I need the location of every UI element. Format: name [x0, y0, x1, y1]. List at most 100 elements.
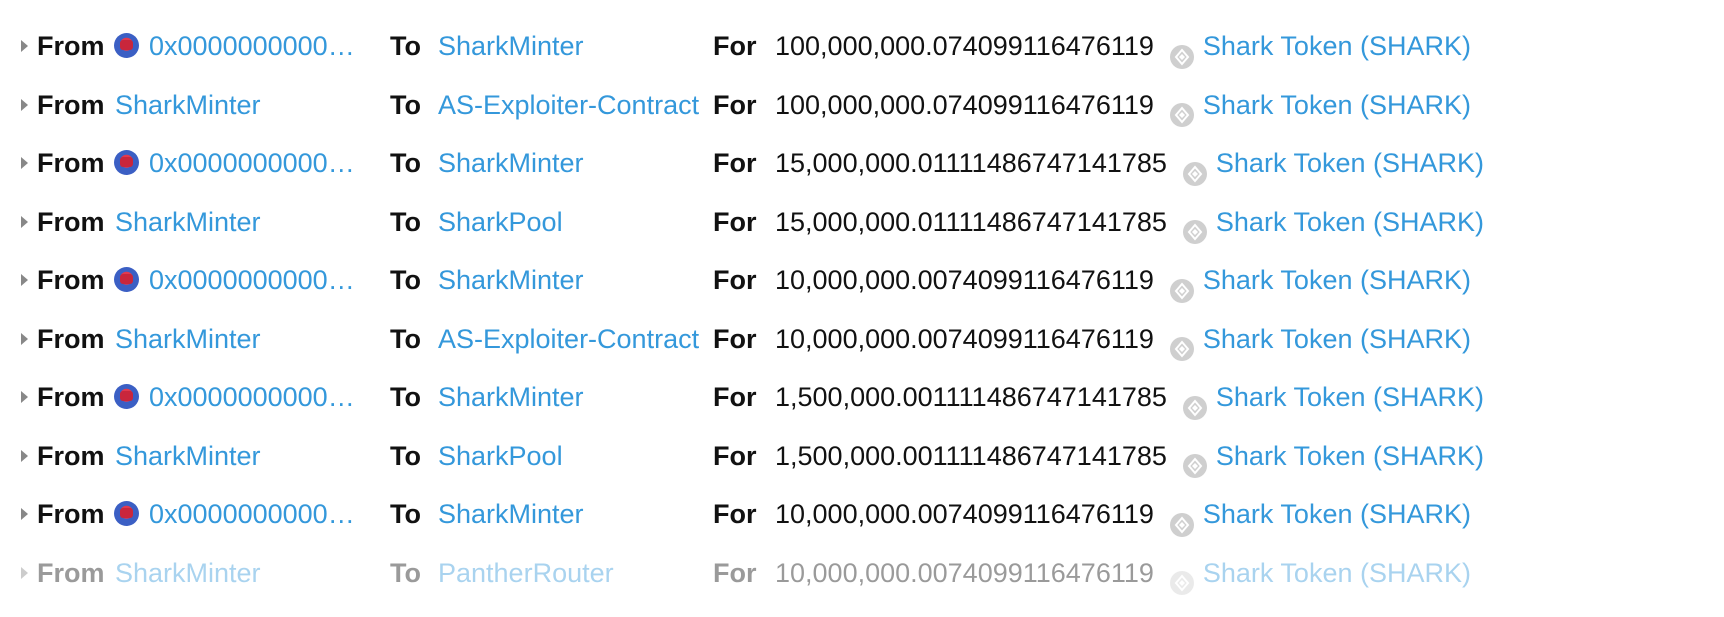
address-avatar-icon: [114, 500, 139, 526]
to-link[interactable]: SharkMinter: [438, 148, 584, 178]
address-avatar-icon: [114, 266, 139, 292]
from-label: From: [37, 148, 105, 178]
to-link[interactable]: AS-Exploiter-Contract: [438, 89, 700, 120]
transfer-amount: 100,000,000.074099116476119: [775, 89, 1154, 120]
expand-arrow-icon[interactable]: [20, 544, 34, 603]
expand-arrow-icon[interactable]: [20, 427, 34, 486]
to-link[interactable]: SharkMinter: [438, 31, 584, 61]
transfer-row: From 0x000000000000000000000000000000000…: [0, 251, 1724, 310]
to-label: To: [390, 440, 421, 471]
transfer-row: From SharkMinter To AS-Exploiter-Contrac…: [0, 310, 1724, 369]
transfer-amount: 100,000,000.074099116476119: [775, 31, 1154, 61]
token-link[interactable]: Shark Token (SHARK): [1215, 206, 1485, 237]
expand-arrow-icon[interactable]: [20, 134, 34, 193]
expand-arrow-icon[interactable]: [20, 251, 34, 310]
amount-cell: 10,000,000.0074099116476119 Shark Token (…: [775, 544, 1471, 603]
from-label: From: [37, 323, 105, 354]
for-label: For: [713, 382, 757, 412]
to-link[interactable]: AS-Exploiter-Contract: [438, 323, 700, 354]
to-label: To: [390, 382, 421, 412]
token-link[interactable]: Shark Token (SHARK): [1215, 148, 1485, 178]
to-label: To: [390, 499, 421, 529]
shark-token-icon: [1182, 383, 1208, 420]
expand-arrow-icon[interactable]: [20, 310, 34, 369]
transfer-amount: 1,500,000.001111486747141785: [775, 440, 1167, 471]
transfer-row: From SharkMinter To AS-Exploiter-Contrac…: [0, 76, 1724, 135]
amount-cell: 15,000,000.01111486747141785 Shark Token …: [775, 134, 1484, 193]
amount-cell: 1,500,000.001111486747141785 Shark Token …: [775, 368, 1484, 427]
from-link[interactable]: 0x00000000000000000000000000000000000000…: [114, 134, 368, 193]
for-label: For: [713, 499, 757, 529]
from-link[interactable]: 0x00000000000000000000000000000000000000…: [114, 485, 368, 544]
amount-cell: 100,000,000.074099116476119 Shark Token (…: [775, 17, 1471, 76]
for-label: For: [713, 148, 757, 178]
transfer-row: From 0x000000000000000000000000000000000…: [0, 485, 1724, 544]
transfer-row: From 0x000000000000000000000000000000000…: [0, 17, 1724, 76]
to-label: To: [390, 206, 421, 237]
to-link[interactable]: SharkMinter: [438, 265, 584, 295]
token-link[interactable]: Shark Token (SHARK): [1215, 440, 1485, 471]
transfer-amount: 10,000,000.0074099116476119: [775, 265, 1154, 295]
transfer-row: From 0x000000000000000000000000000000000…: [0, 368, 1724, 427]
shark-token-icon: [1169, 90, 1195, 128]
transfer-row: From SharkMinter To PantherRouter For 10…: [0, 544, 1724, 603]
transfer-row: From 0x000000000000000000000000000000000…: [0, 134, 1724, 193]
token-link[interactable]: Shark Token (SHARK): [1202, 323, 1471, 354]
from-link[interactable]: 0x00000000000000000000000000000000000000…: [114, 368, 368, 427]
from-label: From: [37, 382, 105, 412]
shark-token-icon: [1169, 266, 1195, 303]
token-link[interactable]: Shark Token (SHARK): [1202, 31, 1471, 61]
for-label: For: [713, 323, 757, 354]
to-link[interactable]: SharkPool: [438, 206, 563, 237]
token-link[interactable]: Shark Token (SHARK): [1215, 382, 1485, 412]
shark-token-icon: [1182, 149, 1208, 186]
amount-cell: 10,000,000.0074099116476119 Shark Token (…: [775, 310, 1471, 369]
from-link[interactable]: SharkMinter: [115, 323, 261, 354]
for-label: For: [713, 440, 757, 471]
expand-arrow-icon[interactable]: [20, 368, 34, 427]
shark-token-icon: [1169, 324, 1195, 362]
address-avatar-icon: [114, 383, 139, 409]
to-link[interactable]: SharkPool: [438, 440, 563, 471]
to-label: To: [390, 323, 421, 354]
to-link[interactable]: PantherRouter: [438, 557, 614, 588]
token-link[interactable]: Shark Token (SHARK): [1202, 499, 1471, 529]
from-label: From: [37, 265, 105, 295]
token-link[interactable]: Shark Token (SHARK): [1202, 89, 1471, 120]
from-label: From: [37, 499, 105, 529]
from-label: From: [37, 31, 105, 61]
transfer-amount: 15,000,000.01111486747141785: [775, 206, 1167, 237]
to-label: To: [390, 89, 421, 120]
expand-arrow-icon[interactable]: [20, 485, 34, 544]
from-label: From: [37, 440, 105, 471]
from-link[interactable]: 0x00000000000000000000000000000000000000…: [114, 251, 368, 310]
from-label: From: [37, 557, 105, 588]
expand-arrow-icon[interactable]: [20, 193, 34, 252]
transfer-amount: 10,000,000.0074099116476119: [775, 557, 1154, 588]
amount-cell: 10,000,000.0074099116476119 Shark Token (…: [775, 251, 1471, 310]
shark-token-icon: [1169, 32, 1195, 69]
from-link[interactable]: SharkMinter: [115, 89, 261, 120]
from-link[interactable]: SharkMinter: [115, 440, 261, 471]
token-link[interactable]: Shark Token (SHARK): [1202, 557, 1471, 588]
to-link[interactable]: SharkMinter: [438, 382, 584, 412]
to-link[interactable]: SharkMinter: [438, 499, 584, 529]
expand-arrow-icon[interactable]: [20, 76, 34, 135]
transfer-amount: 1,500,000.001111486747141785: [775, 382, 1167, 412]
amount-cell: 100,000,000.074099116476119 Shark Token (…: [775, 76, 1471, 135]
address-avatar-icon: [114, 32, 139, 58]
from-link[interactable]: SharkMinter: [115, 557, 261, 588]
amount-cell: 15,000,000.01111486747141785 Shark Token …: [775, 193, 1484, 252]
transfer-row: From SharkMinter To SharkPool For 1,500,…: [0, 427, 1724, 486]
shark-token-icon: [1169, 558, 1195, 596]
amount-cell: 1,500,000.001111486747141785 Shark Token …: [775, 427, 1484, 486]
token-transfers-list: From 0x000000000000000000000000000000000…: [0, 17, 1724, 602]
token-link[interactable]: Shark Token (SHARK): [1202, 265, 1471, 295]
transfer-amount: 10,000,000.0074099116476119: [775, 323, 1154, 354]
from-link[interactable]: SharkMinter: [115, 206, 261, 237]
expand-arrow-icon[interactable]: [20, 17, 34, 76]
to-label: To: [390, 265, 421, 295]
to-label: To: [390, 557, 421, 588]
from-link[interactable]: 0x00000000000000000000000000000000000000…: [114, 17, 368, 76]
shark-token-icon: [1169, 500, 1195, 537]
